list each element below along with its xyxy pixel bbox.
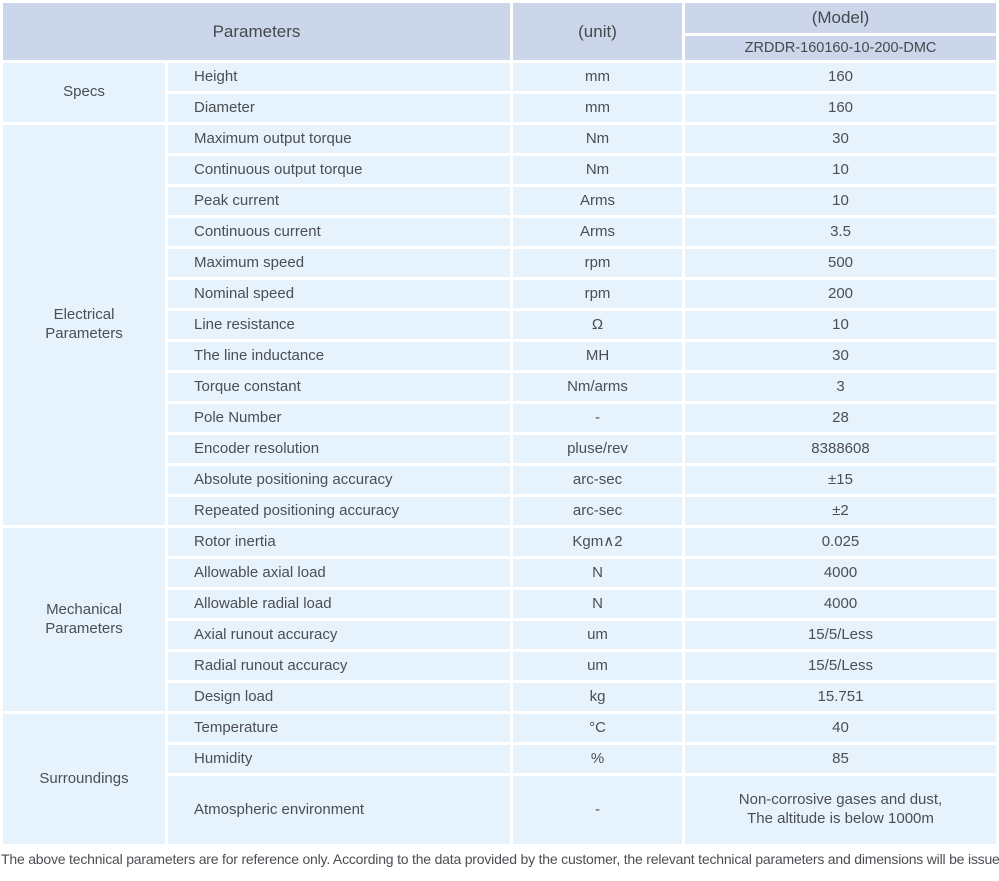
unit-cell: Ω bbox=[513, 311, 682, 339]
unit-cell: - bbox=[513, 404, 682, 432]
value-cell: 10 bbox=[685, 311, 996, 339]
param-name-cell: Continuous current bbox=[168, 218, 510, 246]
value-cell: 0.025 bbox=[685, 528, 996, 556]
param-name-cell: The line inductance bbox=[168, 342, 510, 370]
value-cell: 40 bbox=[685, 714, 996, 742]
category-cell-mechanical-parameters: Mechanical Parameters bbox=[3, 528, 165, 711]
param-name-cell: Maximum speed bbox=[168, 249, 510, 277]
category-cell-surroundings: Surroundings bbox=[3, 714, 165, 844]
param-name-cell: Pole Number bbox=[168, 404, 510, 432]
unit-cell: N bbox=[513, 590, 682, 618]
unit-cell: mm bbox=[513, 94, 682, 122]
unit-cell: um bbox=[513, 621, 682, 649]
value-cell: 160 bbox=[685, 63, 996, 91]
value-cell: 15.751 bbox=[685, 683, 996, 711]
value-cell: 10 bbox=[685, 187, 996, 215]
unit-cell: kg bbox=[513, 683, 682, 711]
unit-cell: rpm bbox=[513, 249, 682, 277]
spec-table-body: Specs Height mm 160 Diameter mm 160 Electrical P… bbox=[3, 63, 996, 844]
unit-cell: N bbox=[513, 559, 682, 587]
unit-cell: um bbox=[513, 652, 682, 680]
value-cell: 30 bbox=[685, 125, 996, 153]
unit-cell: rpm bbox=[513, 280, 682, 308]
footer-note: The above technical parameters are for r… bbox=[1, 851, 999, 867]
param-name-cell: Torque constant bbox=[168, 373, 510, 401]
value-cell: 10 bbox=[685, 156, 996, 184]
unit-header: (unit) bbox=[513, 3, 682, 60]
param-name-cell: Repeated positioning accuracy bbox=[168, 497, 510, 525]
param-name-cell: Rotor inertia bbox=[168, 528, 510, 556]
param-name-cell: Diameter bbox=[168, 94, 510, 122]
model-header: (Model) bbox=[685, 3, 996, 33]
value-cell: ±15 bbox=[685, 466, 996, 494]
unit-cell: °C bbox=[513, 714, 682, 742]
unit-cell: Arms bbox=[513, 218, 682, 246]
parameters-header: Parameters bbox=[3, 3, 510, 60]
unit-cell: Nm/arms bbox=[513, 373, 682, 401]
value-cell: 3.5 bbox=[685, 218, 996, 246]
unit-cell: Arms bbox=[513, 187, 682, 215]
value-cell: Non-corrosive gases and dust, The altitud… bbox=[685, 776, 996, 844]
param-name-cell: Design load bbox=[168, 683, 510, 711]
param-name-cell: Line resistance bbox=[168, 311, 510, 339]
value-cell: 30 bbox=[685, 342, 996, 370]
param-name-cell: Humidity bbox=[168, 745, 510, 773]
value-cell: 3 bbox=[685, 373, 996, 401]
value-cell: ±2 bbox=[685, 497, 996, 525]
unit-cell: Nm bbox=[513, 156, 682, 184]
value-cell: 4000 bbox=[685, 590, 996, 618]
category-cell-specs: Specs bbox=[3, 63, 165, 122]
param-name-cell: Axial runout accuracy bbox=[168, 621, 510, 649]
value-cell: 28 bbox=[685, 404, 996, 432]
param-name-cell: Nominal speed bbox=[168, 280, 510, 308]
value-cell: 4000 bbox=[685, 559, 996, 587]
value-cell: 8388608 bbox=[685, 435, 996, 463]
param-name-cell: Allowable axial load bbox=[168, 559, 510, 587]
spec-table: Parameters (unit) (Model) ZRDDR-160160-1… bbox=[3, 3, 996, 844]
value-cell: 15/5/Less bbox=[685, 652, 996, 680]
category-cell-electrical-parameters: Electrical Parameters bbox=[3, 125, 165, 525]
model-number: ZRDDR-160160-10-200-DMC bbox=[685, 36, 996, 60]
unit-cell: MH bbox=[513, 342, 682, 370]
unit-cell: arc-sec bbox=[513, 466, 682, 494]
param-name-cell: Atmospheric environment bbox=[168, 776, 510, 844]
param-name-cell: Maximum output torque bbox=[168, 125, 510, 153]
value-cell: 15/5/Less bbox=[685, 621, 996, 649]
spec-table-header: Parameters (unit) (Model) ZRDDR-160160-1… bbox=[3, 3, 996, 60]
param-name-cell: Allowable radial load bbox=[168, 590, 510, 618]
unit-cell: mm bbox=[513, 63, 682, 91]
unit-cell: pluse/rev bbox=[513, 435, 682, 463]
value-cell: 500 bbox=[685, 249, 996, 277]
unit-cell: arc-sec bbox=[513, 497, 682, 525]
unit-cell: Kgm∧2 bbox=[513, 528, 682, 556]
param-name-cell: Temperature bbox=[168, 714, 510, 742]
unit-cell: Nm bbox=[513, 125, 682, 153]
value-cell: 200 bbox=[685, 280, 996, 308]
param-name-cell: Continuous output torque bbox=[168, 156, 510, 184]
value-cell: 160 bbox=[685, 94, 996, 122]
param-name-cell: Height bbox=[168, 63, 510, 91]
param-name-cell: Absolute positioning accuracy bbox=[168, 466, 510, 494]
value-cell: 85 bbox=[685, 745, 996, 773]
unit-cell: - bbox=[513, 776, 682, 844]
param-name-cell: Peak current bbox=[168, 187, 510, 215]
param-name-cell: Radial runout accuracy bbox=[168, 652, 510, 680]
param-name-cell: Encoder resolution bbox=[168, 435, 510, 463]
unit-cell: % bbox=[513, 745, 682, 773]
